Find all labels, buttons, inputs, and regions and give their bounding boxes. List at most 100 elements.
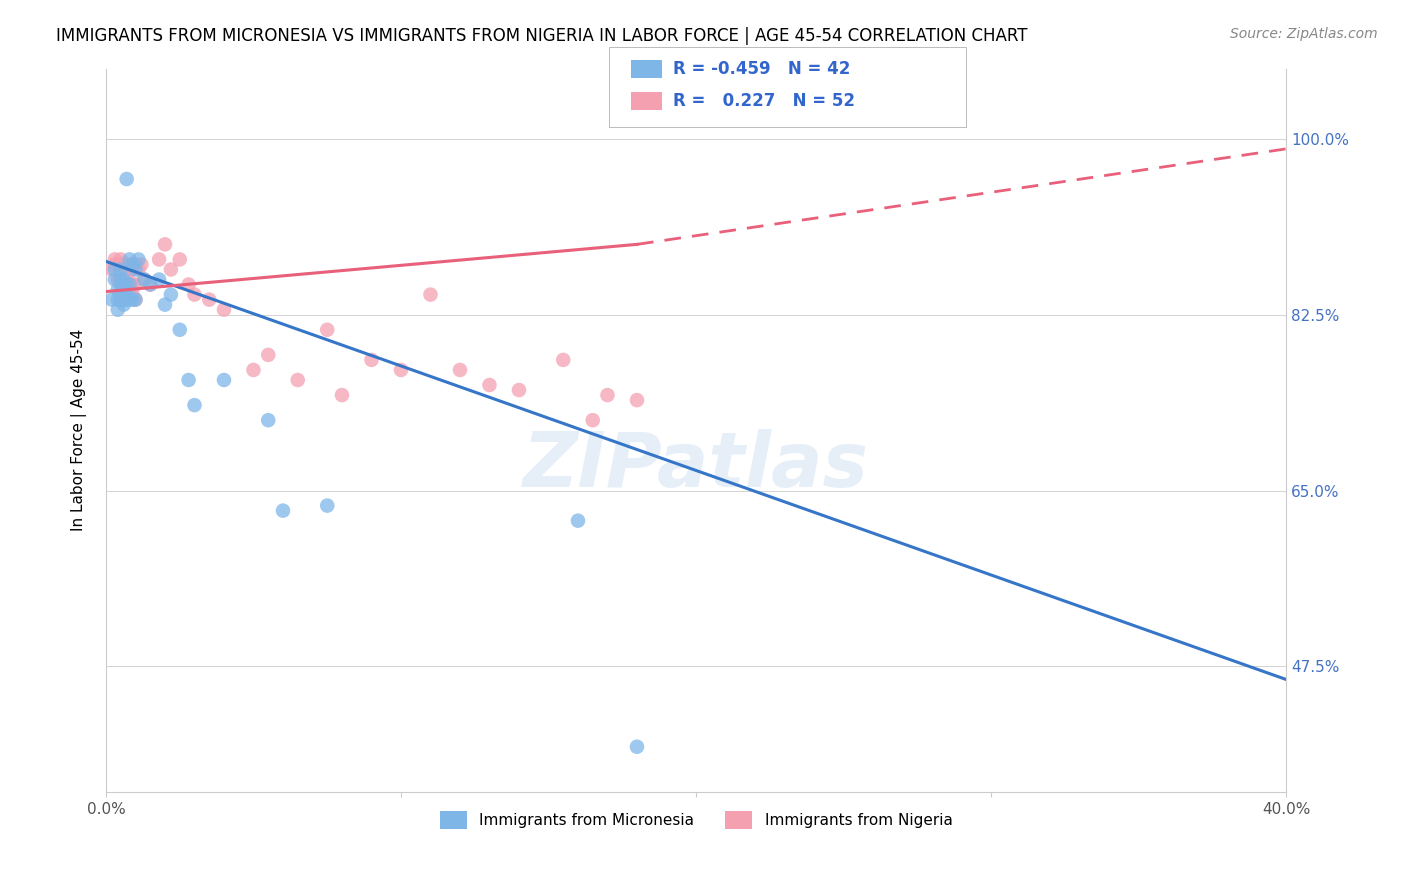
- Point: [153, 237, 176, 252]
- Point: [139, 277, 162, 292]
- Point: [124, 293, 146, 307]
- Point: [124, 257, 146, 271]
- Point: [153, 298, 176, 312]
- Point: [115, 293, 138, 307]
- Point: [112, 283, 135, 297]
- Point: [115, 277, 138, 292]
- Point: [112, 272, 135, 286]
- Point: [107, 272, 129, 286]
- Point: [626, 739, 648, 754]
- Point: [183, 398, 205, 412]
- Point: [112, 283, 135, 297]
- Point: [169, 252, 191, 267]
- Point: [626, 393, 648, 408]
- Point: [177, 277, 200, 292]
- Point: [160, 287, 183, 301]
- Point: [115, 283, 138, 297]
- Point: [115, 277, 138, 292]
- Point: [127, 262, 149, 277]
- Point: [271, 503, 294, 517]
- Point: [257, 348, 280, 362]
- Point: [118, 277, 141, 292]
- Point: [118, 257, 141, 271]
- Point: [148, 252, 170, 267]
- Point: [316, 323, 339, 337]
- Point: [131, 257, 153, 271]
- Point: [110, 257, 132, 271]
- Point: [110, 262, 132, 277]
- Point: [553, 352, 575, 367]
- Point: [118, 287, 141, 301]
- Point: [121, 287, 143, 301]
- Legend: Immigrants from Micronesia, Immigrants from Nigeria: Immigrants from Micronesia, Immigrants f…: [433, 805, 959, 835]
- Point: [112, 287, 135, 301]
- Point: [508, 383, 530, 397]
- Point: [567, 514, 589, 528]
- Point: [124, 277, 146, 292]
- Point: [115, 287, 138, 301]
- Point: [127, 252, 149, 267]
- Point: [107, 293, 129, 307]
- Point: [582, 413, 605, 427]
- Text: R = -0.459   N = 42: R = -0.459 N = 42: [673, 60, 851, 78]
- Point: [110, 272, 132, 286]
- Point: [124, 262, 146, 277]
- Point: [242, 363, 264, 377]
- Point: [107, 257, 129, 271]
- Text: Source: ZipAtlas.com: Source: ZipAtlas.com: [1230, 27, 1378, 41]
- Point: [134, 272, 156, 286]
- Point: [360, 352, 382, 367]
- Point: [118, 277, 141, 292]
- Point: [183, 287, 205, 301]
- Point: [104, 257, 127, 271]
- Point: [110, 277, 132, 292]
- Point: [118, 293, 141, 307]
- Point: [107, 283, 129, 297]
- Point: [257, 413, 280, 427]
- Point: [124, 293, 146, 307]
- Point: [101, 293, 124, 307]
- Point: [101, 262, 124, 277]
- Point: [198, 293, 221, 307]
- Point: [110, 252, 132, 267]
- Point: [139, 277, 162, 292]
- Point: [160, 262, 183, 277]
- Point: [112, 257, 135, 271]
- Point: [112, 298, 135, 312]
- Point: [110, 287, 132, 301]
- Point: [112, 272, 135, 286]
- Point: [115, 172, 138, 186]
- Point: [478, 378, 501, 392]
- Point: [449, 363, 471, 377]
- Point: [110, 277, 132, 292]
- Point: [330, 388, 353, 402]
- Point: [134, 272, 156, 286]
- Point: [110, 272, 132, 286]
- Point: [121, 257, 143, 271]
- Point: [287, 373, 309, 387]
- Point: [104, 272, 127, 286]
- Point: [107, 302, 129, 317]
- Point: [148, 272, 170, 286]
- Point: [212, 373, 235, 387]
- Y-axis label: In Labor Force | Age 45-54: In Labor Force | Age 45-54: [72, 329, 87, 532]
- Text: ZIPatlas: ZIPatlas: [523, 429, 869, 503]
- Point: [169, 323, 191, 337]
- Point: [112, 277, 135, 292]
- Text: R =   0.227   N = 52: R = 0.227 N = 52: [673, 92, 855, 110]
- Point: [596, 388, 619, 402]
- Point: [118, 252, 141, 267]
- Point: [104, 252, 127, 267]
- Point: [112, 293, 135, 307]
- Point: [419, 287, 441, 301]
- Point: [316, 499, 339, 513]
- Text: IMMIGRANTS FROM MICRONESIA VS IMMIGRANTS FROM NIGERIA IN LABOR FORCE | AGE 45-54: IMMIGRANTS FROM MICRONESIA VS IMMIGRANTS…: [56, 27, 1028, 45]
- Point: [115, 268, 138, 282]
- Point: [177, 373, 200, 387]
- Point: [389, 363, 412, 377]
- Point: [121, 293, 143, 307]
- Point: [104, 262, 127, 277]
- Point: [212, 302, 235, 317]
- Point: [110, 293, 132, 307]
- Point: [121, 277, 143, 292]
